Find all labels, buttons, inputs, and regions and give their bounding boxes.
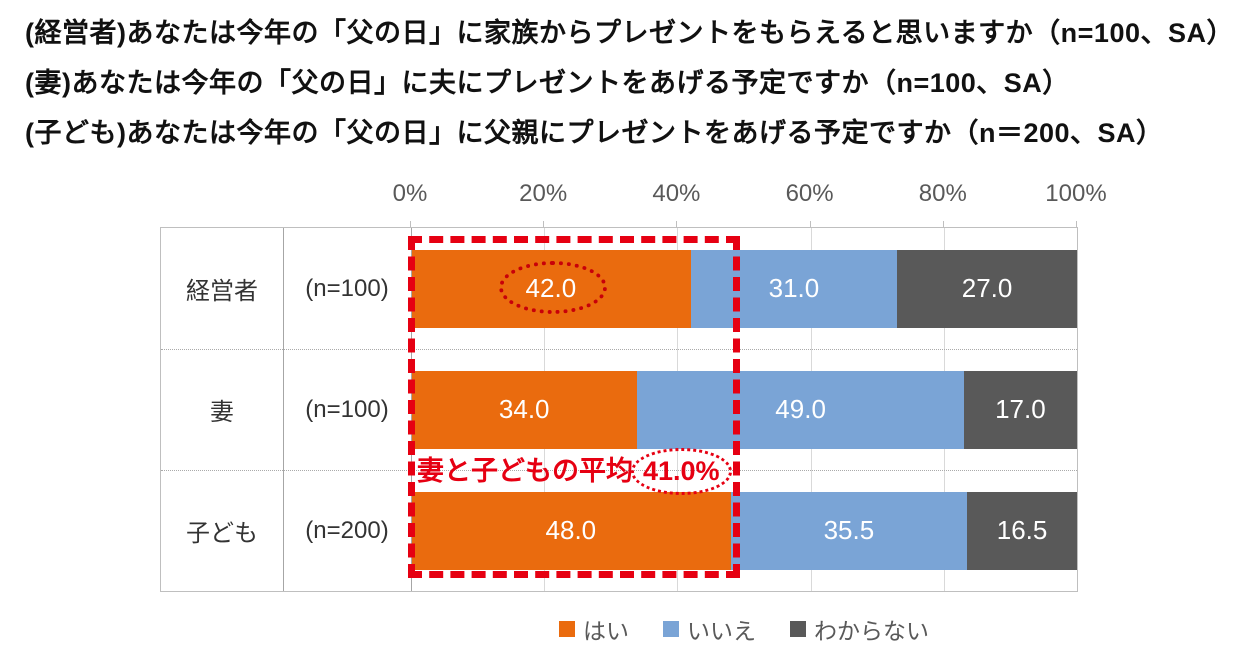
- bar-segment-no: 31.0: [690, 249, 898, 328]
- bar-value-label: 17.0: [995, 394, 1046, 424]
- legend-item-dontknow: わからない: [790, 612, 929, 646]
- x-axis-tick-label: 40%: [652, 180, 701, 207]
- bar-segment-yes: 34.0: [411, 370, 638, 449]
- legend-swatch-icon: [559, 621, 575, 637]
- bar-value-label: 42.0: [525, 273, 577, 303]
- legend-label: いいえ: [687, 618, 756, 644]
- x-axis-tick-mark: [942, 221, 944, 228]
- x-axis-tick-label: 60%: [785, 180, 834, 207]
- bar-value-label: 34.0: [498, 394, 550, 424]
- average-annotation: 妻と子どもの平均 41.0%: [417, 448, 732, 495]
- average-annotation-prefix: 妻と子どもの平均: [417, 456, 633, 486]
- title-line-1: (経営者)あなたは今年の「父の日」に家族からプレゼントをもらえると思いますか（n…: [25, 18, 1234, 48]
- table-row: 経営者 (n=100) 42.0 31.0 27.0: [161, 228, 1077, 349]
- x-axis-tick-mark: [543, 221, 545, 228]
- bar-segment-dontknow: 17.0: [963, 370, 1077, 449]
- bar-segment-yes: 48.0: [411, 491, 731, 570]
- x-axis-tick-mark: [809, 221, 811, 228]
- x-axis-tick-label: 20%: [519, 180, 568, 207]
- column-separator: [283, 228, 284, 591]
- row-separator: [161, 470, 1077, 471]
- bar-segment-no: 35.5: [730, 491, 968, 570]
- x-axis-tick-label: 0%: [392, 180, 428, 207]
- x-axis-tick-label: 100%: [1045, 180, 1107, 207]
- bar-value-label: 31.0: [768, 273, 820, 303]
- bar-value-label: 49.0: [775, 394, 826, 424]
- bar-segment-dontknow: 27.0: [897, 249, 1077, 328]
- legend-swatch-icon: [663, 621, 679, 637]
- bar-value-label: 16.5: [996, 515, 1048, 545]
- sample-size-label: (n=100): [305, 274, 389, 302]
- table-row: 妻 (n=100) 34.0 49.0 17.0: [161, 349, 1077, 470]
- legend-label: はい: [583, 618, 629, 644]
- chart-title: (経営者)あなたは今年の「父の日」に家族からプレゼントをもらえると思いますか（n…: [25, 8, 1234, 158]
- legend-swatch-icon: [790, 621, 806, 637]
- bar-segment-no: 49.0: [637, 370, 964, 449]
- column-separator: [411, 228, 412, 591]
- chart-area: 経営者 (n=100) 42.0 31.0 27.0 妻 (n=100) 34.0 49.0 17…: [160, 227, 1078, 592]
- legend-item-yes: はい: [559, 612, 629, 646]
- row-separator: [161, 349, 1077, 350]
- category-label: 経営者: [186, 278, 258, 305]
- table-row: 子ども (n=200) 48.0 35.5 16.5: [161, 470, 1077, 591]
- title-line-2: (妻)あなたは今年の「父の日」に夫にプレゼントをあげる予定ですか（n=100、S…: [25, 68, 1070, 98]
- bar-value-label: 27.0: [961, 273, 1013, 303]
- x-axis-tick-mark: [1076, 221, 1077, 228]
- bar-segment-yes: 42.0: [411, 249, 691, 328]
- sample-size-label: (n=200): [305, 516, 389, 544]
- x-axis-tick-label: 80%: [918, 180, 967, 207]
- title-line-3: (子ども)あなたは今年の「父の日」に父親にプレゼントをあげる予定ですか（n＝20…: [25, 118, 1164, 148]
- bar-value-label: 48.0: [545, 515, 597, 545]
- x-axis-tick-mark: [676, 221, 678, 228]
- x-axis-tick-mark: [410, 221, 411, 228]
- legend-item-no: いいえ: [663, 612, 756, 646]
- legend-label: わからない: [814, 618, 929, 644]
- category-label: 子ども: [186, 520, 258, 547]
- bar-value-label: 35.5: [823, 515, 875, 545]
- sample-size-label: (n=100): [305, 395, 389, 423]
- bar-segment-dontknow: 16.5: [967, 491, 1077, 570]
- category-label: 妻: [210, 399, 234, 426]
- average-annotation-value: 41.0%: [631, 448, 732, 495]
- legend: はい いいえ わからない: [410, 612, 1078, 646]
